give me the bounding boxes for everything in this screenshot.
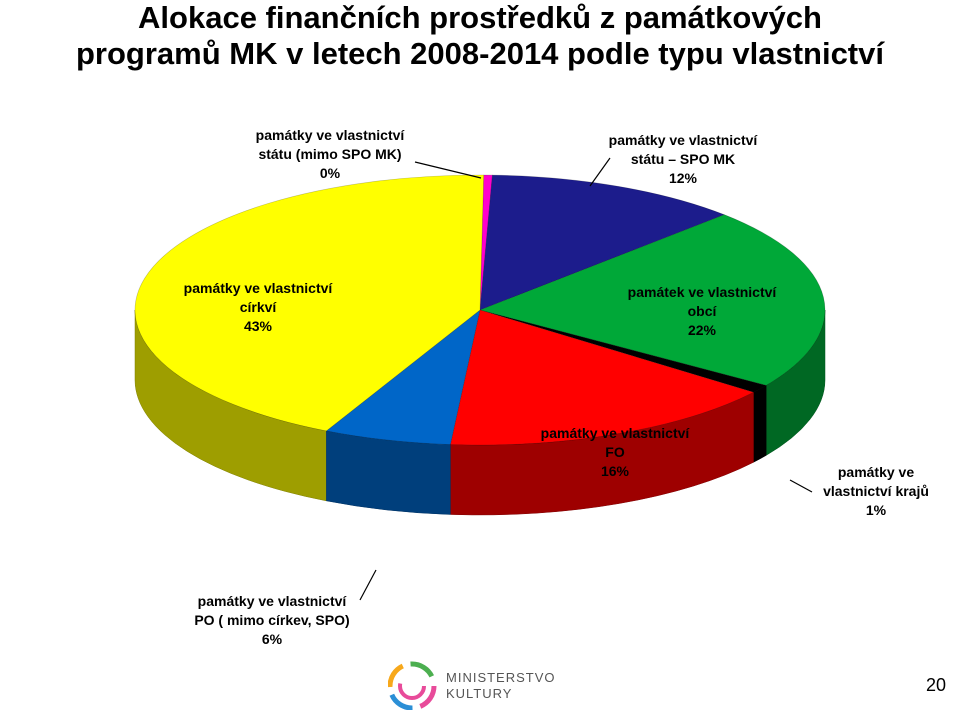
slice-label: památky ve vlastnictví PO ( mimo církev, … xyxy=(194,593,349,647)
slice-label-line: památky ve vlastnictví xyxy=(256,127,406,143)
slice-label-line: církví xyxy=(240,299,278,315)
leader-line xyxy=(589,157,611,187)
pie-slice xyxy=(134,174,485,432)
slice-value-label: 6% xyxy=(262,631,283,647)
slice-label-line: památky ve vlastnictví xyxy=(184,280,334,296)
slice-value-label: 12% xyxy=(669,170,698,186)
pie-slice xyxy=(325,309,481,445)
pie-slice xyxy=(479,309,767,393)
slice-label-line: PO ( mimo církev, SPO) xyxy=(194,612,349,628)
slice-value-label: 22% xyxy=(688,322,717,338)
logo-text-line-2: KULTURY xyxy=(446,686,512,701)
leader-line xyxy=(789,479,813,493)
title-line-2: programů MK v letech 2008-2014 podle typ… xyxy=(76,36,884,71)
leader-line xyxy=(359,569,377,601)
slice-value-label: 43% xyxy=(244,318,273,334)
slice-label-line: památky ve xyxy=(838,464,914,480)
slice-label-line: FO xyxy=(605,444,625,460)
pie-chart: památky ve vlastnictví státu (mimo SPO MK… xyxy=(134,127,929,647)
leader-line xyxy=(414,161,482,179)
slice-value-label: 1% xyxy=(866,502,887,518)
slide-title: Alokace finančních prostředků z památkov… xyxy=(0,0,960,72)
slice-label-line: památky ve vlastnictví xyxy=(541,425,691,441)
slice-label: památky ve vlastnictví církví 43% xyxy=(184,280,334,334)
slice-label-line: památek ve vlastnictví xyxy=(628,284,778,300)
slice-label: památky ve vlastnictví krajů 1% xyxy=(823,464,929,518)
page-number: 20 xyxy=(925,675,946,695)
slice-label-line: státu – SPO MK xyxy=(631,151,735,167)
slice-label-line: památky ve vlastnictví xyxy=(609,132,759,148)
slice-label: památky ve vlastnictví státu (mimo SPO MK… xyxy=(256,127,406,181)
pie-slice xyxy=(479,174,726,311)
ministry-logo: MINISTERSTVO KULTURY xyxy=(388,661,556,710)
slice-label: památky ve vlastnictví státu – SPO MK 12% xyxy=(609,132,759,186)
slice-label-line: obcí xyxy=(688,303,718,319)
slice-label: památek ve vlastnictví obcí 22% xyxy=(628,284,778,338)
slice-label-line: státu (mimo SPO MK) xyxy=(258,146,401,162)
ministry-logo-icon xyxy=(388,661,437,710)
title-line-1: Alokace finančních prostředků z památkov… xyxy=(138,0,822,35)
pie-slice xyxy=(450,309,755,446)
slice-value-label: 16% xyxy=(601,463,630,479)
pie-slice xyxy=(479,214,826,386)
slice-value-label: 0% xyxy=(320,165,341,181)
pie-slice xyxy=(479,174,493,311)
slice-label-line: vlastnictví krajů xyxy=(823,483,929,499)
slice-label-line: památky ve vlastnictví xyxy=(198,593,348,609)
logo-text-line-1: MINISTERSTVO xyxy=(446,670,556,685)
slice-label: památky ve vlastnictví FO 16% xyxy=(541,425,691,479)
pie-slice-side xyxy=(753,384,767,463)
